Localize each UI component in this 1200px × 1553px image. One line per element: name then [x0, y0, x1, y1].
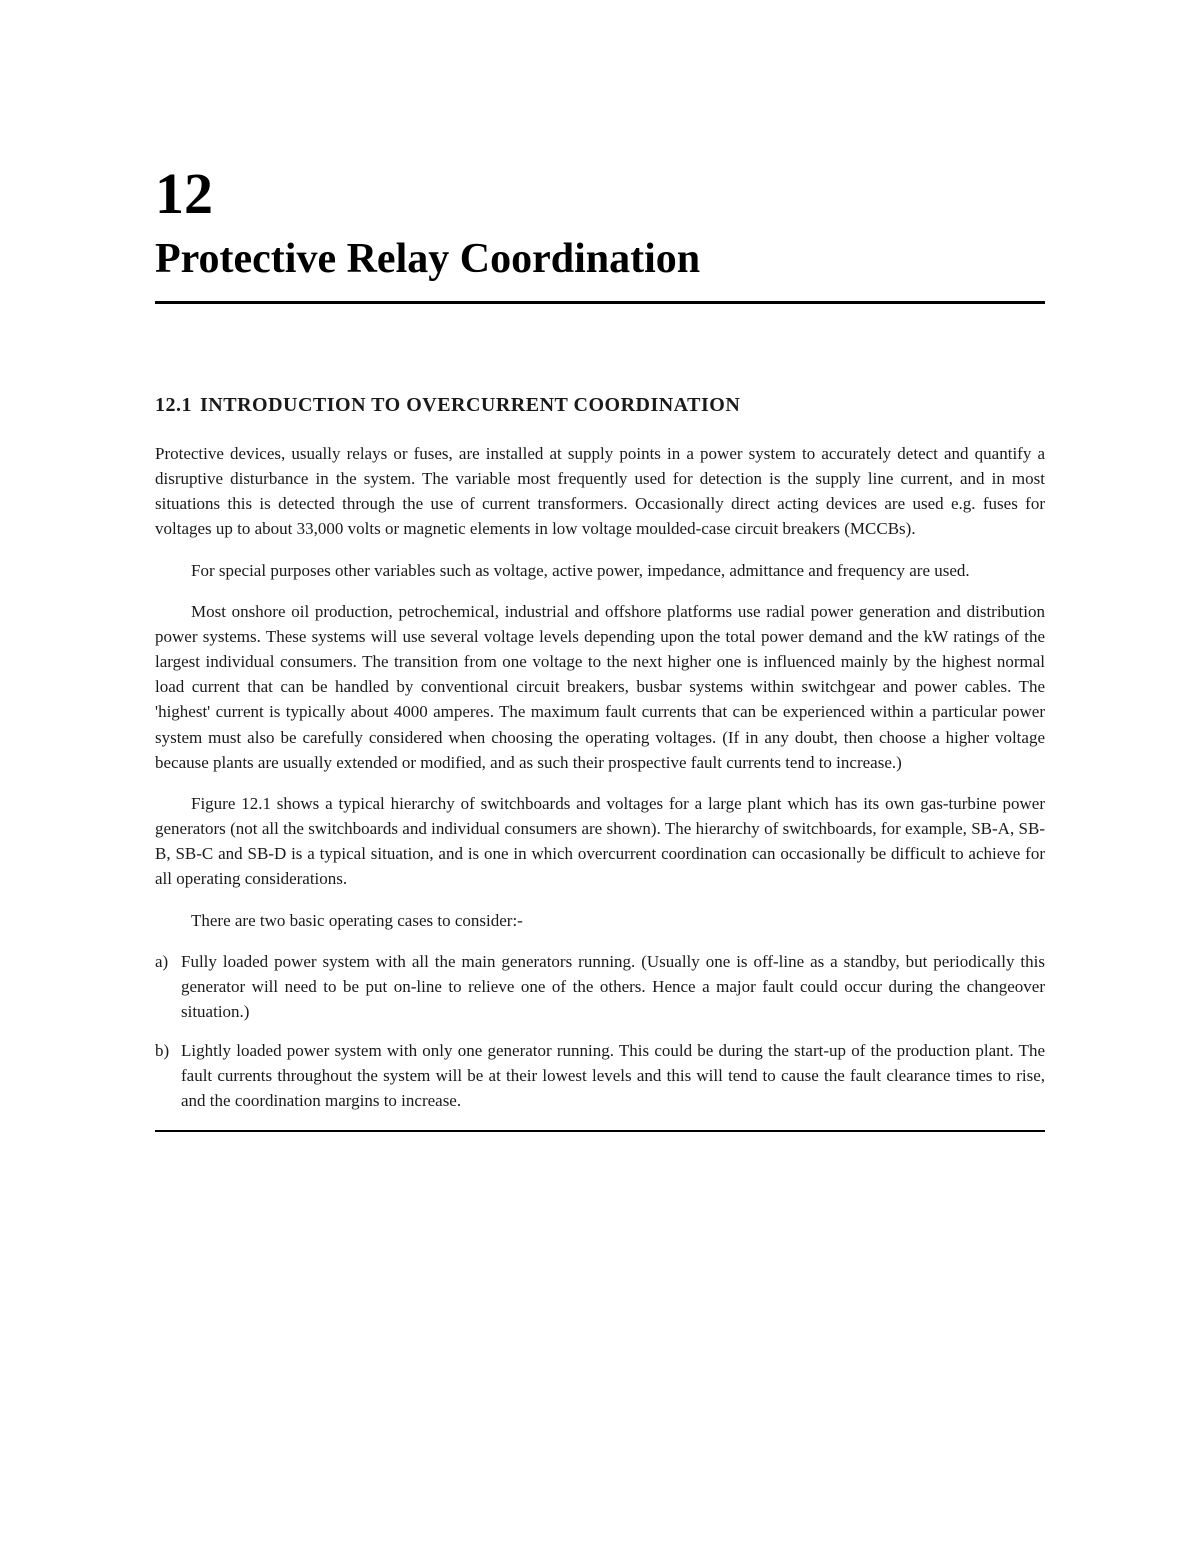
section-heading: 12.1 INTRODUCTION TO OVERCURRENT COORDINA…: [155, 394, 1045, 417]
section-number: 12.1: [155, 394, 192, 416]
list-text-a: Fully loaded power system with all the m…: [181, 949, 1045, 1024]
paragraph-3: Most onshore oil production, petrochemic…: [155, 599, 1045, 775]
chapter-rule: [155, 301, 1045, 304]
list-marker-a: a): [155, 949, 181, 1024]
list-item-a: a) Fully loaded power system with all th…: [155, 949, 1045, 1024]
paragraph-2: For special purposes other variables suc…: [155, 558, 1045, 583]
list-item-b: b) Lightly loaded power system with only…: [155, 1038, 1045, 1113]
chapter-number: 12: [155, 160, 1045, 227]
paragraph-5: There are two basic operating cases to c…: [155, 908, 1045, 933]
bottom-rule: [155, 1130, 1045, 1132]
list-text-b: Lightly loaded power system with only on…: [181, 1038, 1045, 1113]
section-title: INTRODUCTION TO OVERCURRENT COORDINATION: [200, 394, 740, 416]
list-marker-b: b): [155, 1038, 181, 1113]
paragraph-4: Figure 12.1 shows a typical hierarchy of…: [155, 791, 1045, 892]
chapter-title: Protective Relay Coordination: [155, 235, 1045, 283]
paragraph-1: Protective devices, usually relays or fu…: [155, 441, 1045, 542]
